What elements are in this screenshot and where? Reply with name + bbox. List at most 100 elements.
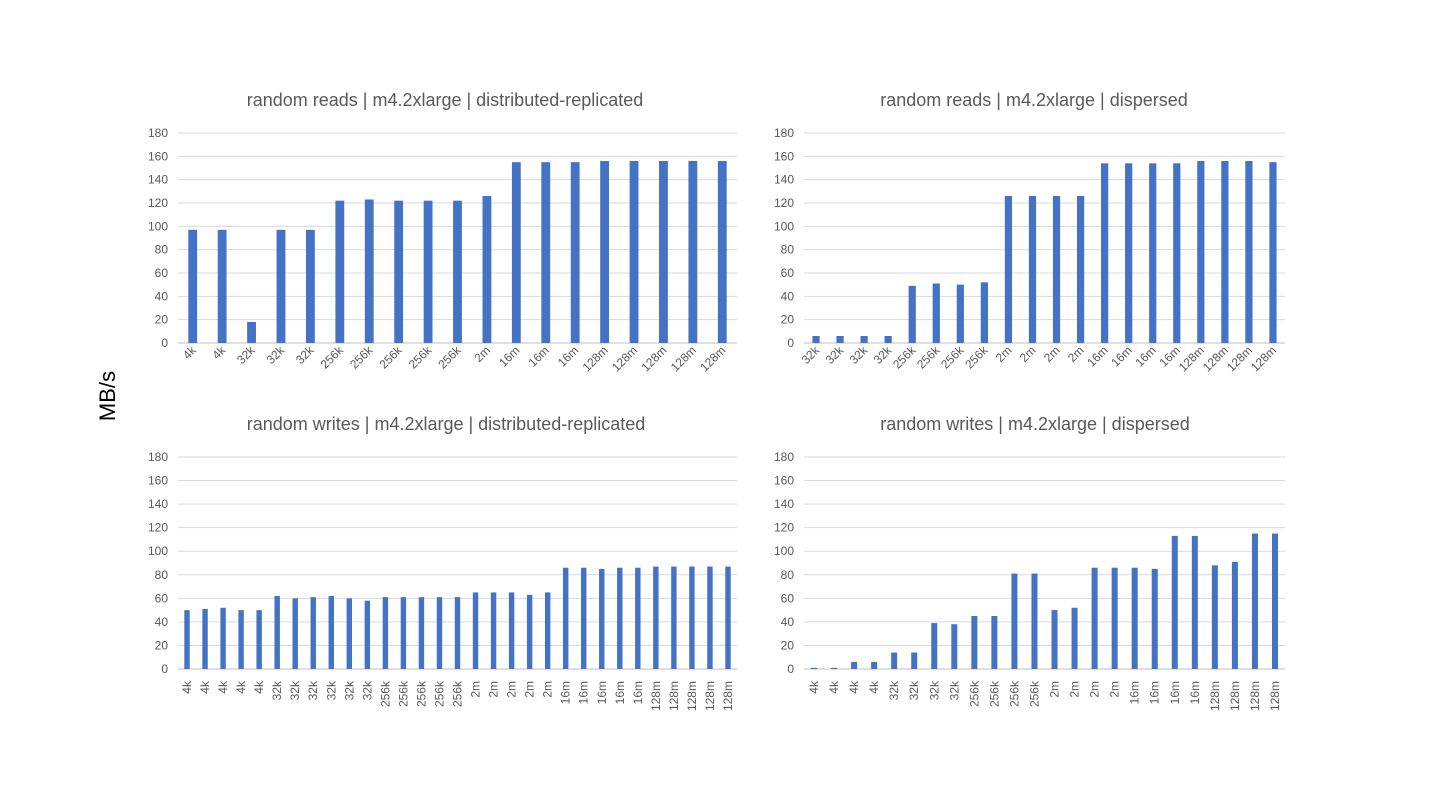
bar [454,597,461,669]
y-tick-label: 20 [781,313,795,327]
bar [508,592,515,669]
bar [599,568,605,669]
x-tick-label: 128m [1200,343,1231,374]
bar [931,623,938,669]
x-tick-label: 256k [938,343,967,372]
x-tick-label: 128m [697,343,728,374]
x-tick-label: 2m [1017,343,1039,365]
bar [544,592,551,669]
bar [951,624,958,669]
y-tick-label: 0 [787,336,794,350]
bar [1111,567,1118,669]
x-tick-label: 2m [541,681,555,698]
bar [256,610,262,669]
x-tick-label: 4k [234,680,248,694]
y-tick-label: 60 [155,266,169,280]
y-tick-label: 160 [148,149,168,163]
x-tick-label: 128m [1228,681,1242,711]
chart-2: random reads | m4.2xlarge | dispersed 0 20… [774,90,1285,374]
bar [1101,163,1109,343]
chart-title: random writes | m4.2xlarge | distributed… [247,414,646,434]
x-tick-label: 128m [1176,343,1207,374]
y-tick-label: 180 [148,126,168,140]
bar [688,161,698,343]
chart-title: random reads | m4.2xlarge | distributed-… [247,90,644,110]
x-tick-label: 16m [631,681,645,704]
x-tick-label: 256k [1007,680,1021,707]
x-tick-label: 4k [209,343,229,363]
x-tick-label: 16m [496,343,522,369]
bar [671,566,677,669]
bar [1011,573,1018,669]
bar [812,336,820,343]
bar [570,162,580,343]
x-tick-label: 4k [216,680,230,694]
x-tick-label: 32k [907,680,921,700]
x-tick-label: 2m [1048,681,1062,698]
bar [1171,535,1178,669]
x-tick-label: 4k [252,680,266,694]
bar [1269,162,1277,343]
x-tick-label: 2m [1065,343,1087,365]
y-tick-label: 160 [774,474,794,488]
x-tick-label: 256k [414,680,428,707]
x-tick-label: 32k [234,343,258,367]
x-tick-label: 128m [580,343,611,374]
y-tick-label: 40 [155,289,169,303]
x-tick-label: 2m [487,681,501,698]
y-tick-label: 140 [774,497,794,511]
bar [617,567,623,669]
y-tick-label: 40 [781,289,795,303]
bar [482,196,492,343]
x-tick-label: 16m [1108,343,1134,369]
y-tick-label: 80 [781,243,795,257]
bar [305,229,315,343]
x-tick-label: 256k [347,343,376,372]
bar [400,597,407,669]
bar [956,284,964,343]
bar [932,283,940,343]
chart-1: random reads | m4.2xlarge | distributed-… [148,90,737,374]
bar [1052,196,1061,343]
y-tick-label: 100 [148,219,168,233]
bar [1004,196,1013,343]
bar [1231,561,1238,669]
x-tick-label: 128m [1248,681,1262,711]
x-tick-label: 128m [721,681,735,711]
bar [511,162,521,343]
x-tick-label: 256k [967,680,981,707]
bar [418,597,425,669]
bar [659,161,668,343]
bar [629,161,639,343]
x-tick-label: 256k [432,680,446,707]
bar [971,616,978,669]
bar [394,200,404,343]
y-tick-label: 160 [148,474,168,488]
y-tick-label: 100 [148,544,168,558]
y-tick-label: 80 [155,243,169,257]
bar [911,652,918,669]
bar [717,161,727,343]
bar [725,566,731,669]
bar [1091,567,1098,669]
chart-title: random writes | m4.2xlarge | dispersed [880,414,1189,434]
x-tick-label: 2m [469,681,483,698]
y-tick-label: 160 [774,149,794,163]
bar [836,336,844,343]
bar [364,600,371,669]
bar [436,597,443,669]
x-tick-label: 32k [360,680,374,700]
x-tick-label: 32k [342,680,356,700]
x-tick-label: 128m [1208,681,1222,711]
bar [1151,568,1158,669]
bar [310,597,316,669]
x-tick-label: 4k [827,680,841,694]
x-tick-label: 32k [264,343,288,367]
x-tick-label: 2m [1041,343,1063,365]
bar [831,667,838,669]
x-tick-label: 128m [668,343,699,374]
x-tick-label: 128m [1224,343,1255,374]
bar [884,336,892,343]
bar [526,594,533,669]
